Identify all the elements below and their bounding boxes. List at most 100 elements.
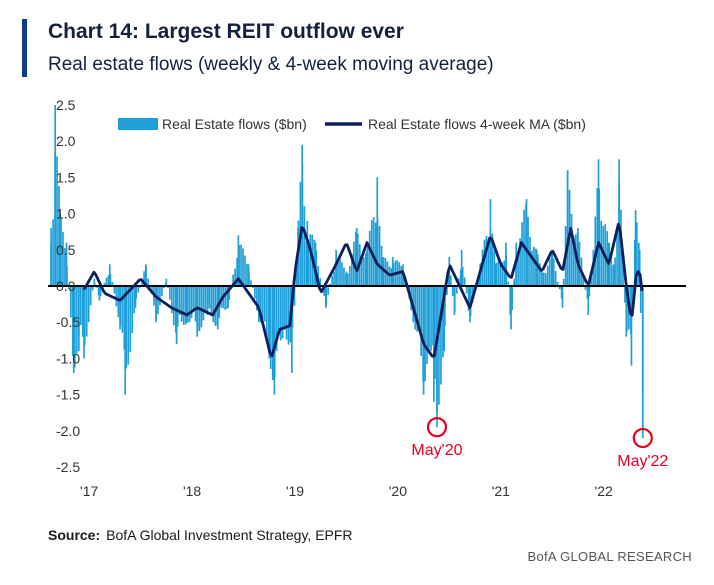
- flow-bar: [176, 286, 179, 327]
- flow-bar: [214, 286, 217, 326]
- flow-bar: [314, 242, 317, 286]
- flow-bar: [420, 286, 422, 356]
- flow-bar: [85, 286, 88, 337]
- flow-bar: [134, 286, 137, 308]
- flow-bar: [133, 286, 136, 314]
- flow-bar: [127, 286, 130, 365]
- flow-bar: [570, 214, 573, 286]
- flow-bar: [533, 246, 535, 286]
- flow-bar: [443, 286, 446, 352]
- flow-bar: [572, 238, 575, 286]
- flow-bar: [58, 186, 60, 286]
- flow-bar: [163, 286, 165, 289]
- flow-bar: [414, 286, 417, 330]
- brand-footer: BofA GLOBAL RESEARCH: [527, 549, 692, 564]
- y-tick-label: -2.0: [56, 423, 80, 439]
- flow-bar: [380, 245, 383, 286]
- flow-bar: [355, 228, 358, 286]
- flow-bar: [343, 267, 345, 286]
- flow-bar: [347, 273, 349, 286]
- annotation-label: May'22: [617, 453, 668, 470]
- legend-line-label: Real Estate flows 4-week MA ($bn): [368, 116, 586, 132]
- flow-bar: [73, 286, 76, 368]
- annotation-circle: [426, 417, 448, 438]
- flow-bar: [455, 286, 458, 294]
- flow-bar: [491, 233, 494, 286]
- flow-bar: [293, 286, 296, 306]
- flow-bar: [159, 286, 161, 306]
- flow-bar: [390, 268, 393, 286]
- flow-bar: [630, 286, 633, 366]
- flow-bar: [161, 286, 163, 297]
- flow-bar: [285, 286, 288, 340]
- flow-bar: [303, 206, 306, 286]
- flow-bar: [360, 256, 363, 286]
- annotation-label: May'20: [411, 442, 462, 459]
- flow-bar: [552, 258, 555, 286]
- flow-bar: [434, 286, 436, 379]
- flow-bar: [317, 266, 320, 286]
- flow-bar: [98, 286, 101, 301]
- flow-bar: [273, 286, 276, 395]
- flow-bar: [147, 278, 149, 286]
- flow-bar: [178, 286, 181, 315]
- flow-bar: [438, 286, 440, 405]
- legend-bar-swatch: [118, 118, 158, 130]
- flow-bar: [144, 264, 147, 286]
- flow-bar: [460, 249, 463, 286]
- flow-bar: [529, 236, 531, 286]
- flow-bar: [234, 268, 236, 286]
- flow-bar: [483, 239, 486, 286]
- flow-bar: [236, 258, 238, 286]
- flow-bar: [54, 105, 57, 286]
- flow-bar: [319, 278, 322, 286]
- x-tick-label: '17: [80, 483, 98, 499]
- flow-bar: [560, 286, 563, 299]
- flow-bar: [612, 265, 614, 286]
- flow-bar: [505, 242, 507, 286]
- flow-bar: [65, 242, 68, 286]
- flow-bar: [263, 286, 266, 322]
- flow-bar: [56, 156, 58, 286]
- chart-subtitle: Real estate flows (weekly & 4-week movin…: [48, 54, 494, 75]
- flow-bar: [242, 248, 244, 286]
- flow-bar: [83, 286, 85, 359]
- flow-bar: [250, 280, 252, 286]
- legend-bar-label: Real Estate flows ($bn): [162, 116, 307, 132]
- flow-bar: [228, 286, 231, 300]
- flow-bar: [333, 271, 335, 286]
- flow-bar: [616, 230, 618, 286]
- flow-bar: [281, 286, 284, 339]
- flow-bar: [638, 249, 641, 286]
- flow-bar: [244, 255, 246, 286]
- flow-bar: [247, 264, 250, 286]
- flow-bar: [442, 286, 444, 358]
- flow-bar: [641, 286, 644, 439]
- flow-bar: [240, 244, 242, 286]
- flow-bar: [467, 286, 470, 312]
- flow-bar: [378, 225, 381, 286]
- flow-bar: [551, 249, 554, 286]
- flow-bar: [436, 286, 438, 428]
- y-tick-label: 0.5: [56, 242, 76, 258]
- x-tick-label: '21: [492, 483, 510, 499]
- flow-bar: [99, 286, 102, 297]
- y-tick-label: 2.5: [56, 97, 76, 113]
- flow-bar: [625, 286, 628, 337]
- flow-bar: [97, 286, 100, 296]
- moving-average-line: [82, 222, 644, 358]
- flow-bar: [463, 277, 466, 286]
- flow-bar: [339, 258, 341, 286]
- flow-bar: [416, 286, 419, 332]
- flow-bar: [72, 286, 74, 357]
- flow-bar: [451, 286, 454, 297]
- flow-bar: [558, 286, 561, 290]
- flow-bar: [186, 286, 188, 323]
- flow-bar: [227, 286, 229, 308]
- flow-bar: [232, 274, 234, 286]
- source-label: Source:: [48, 527, 101, 543]
- flow-bar: [206, 286, 209, 315]
- flow-bar: [306, 220, 309, 286]
- flow-bar: [237, 235, 240, 286]
- flow-bar: [331, 275, 333, 286]
